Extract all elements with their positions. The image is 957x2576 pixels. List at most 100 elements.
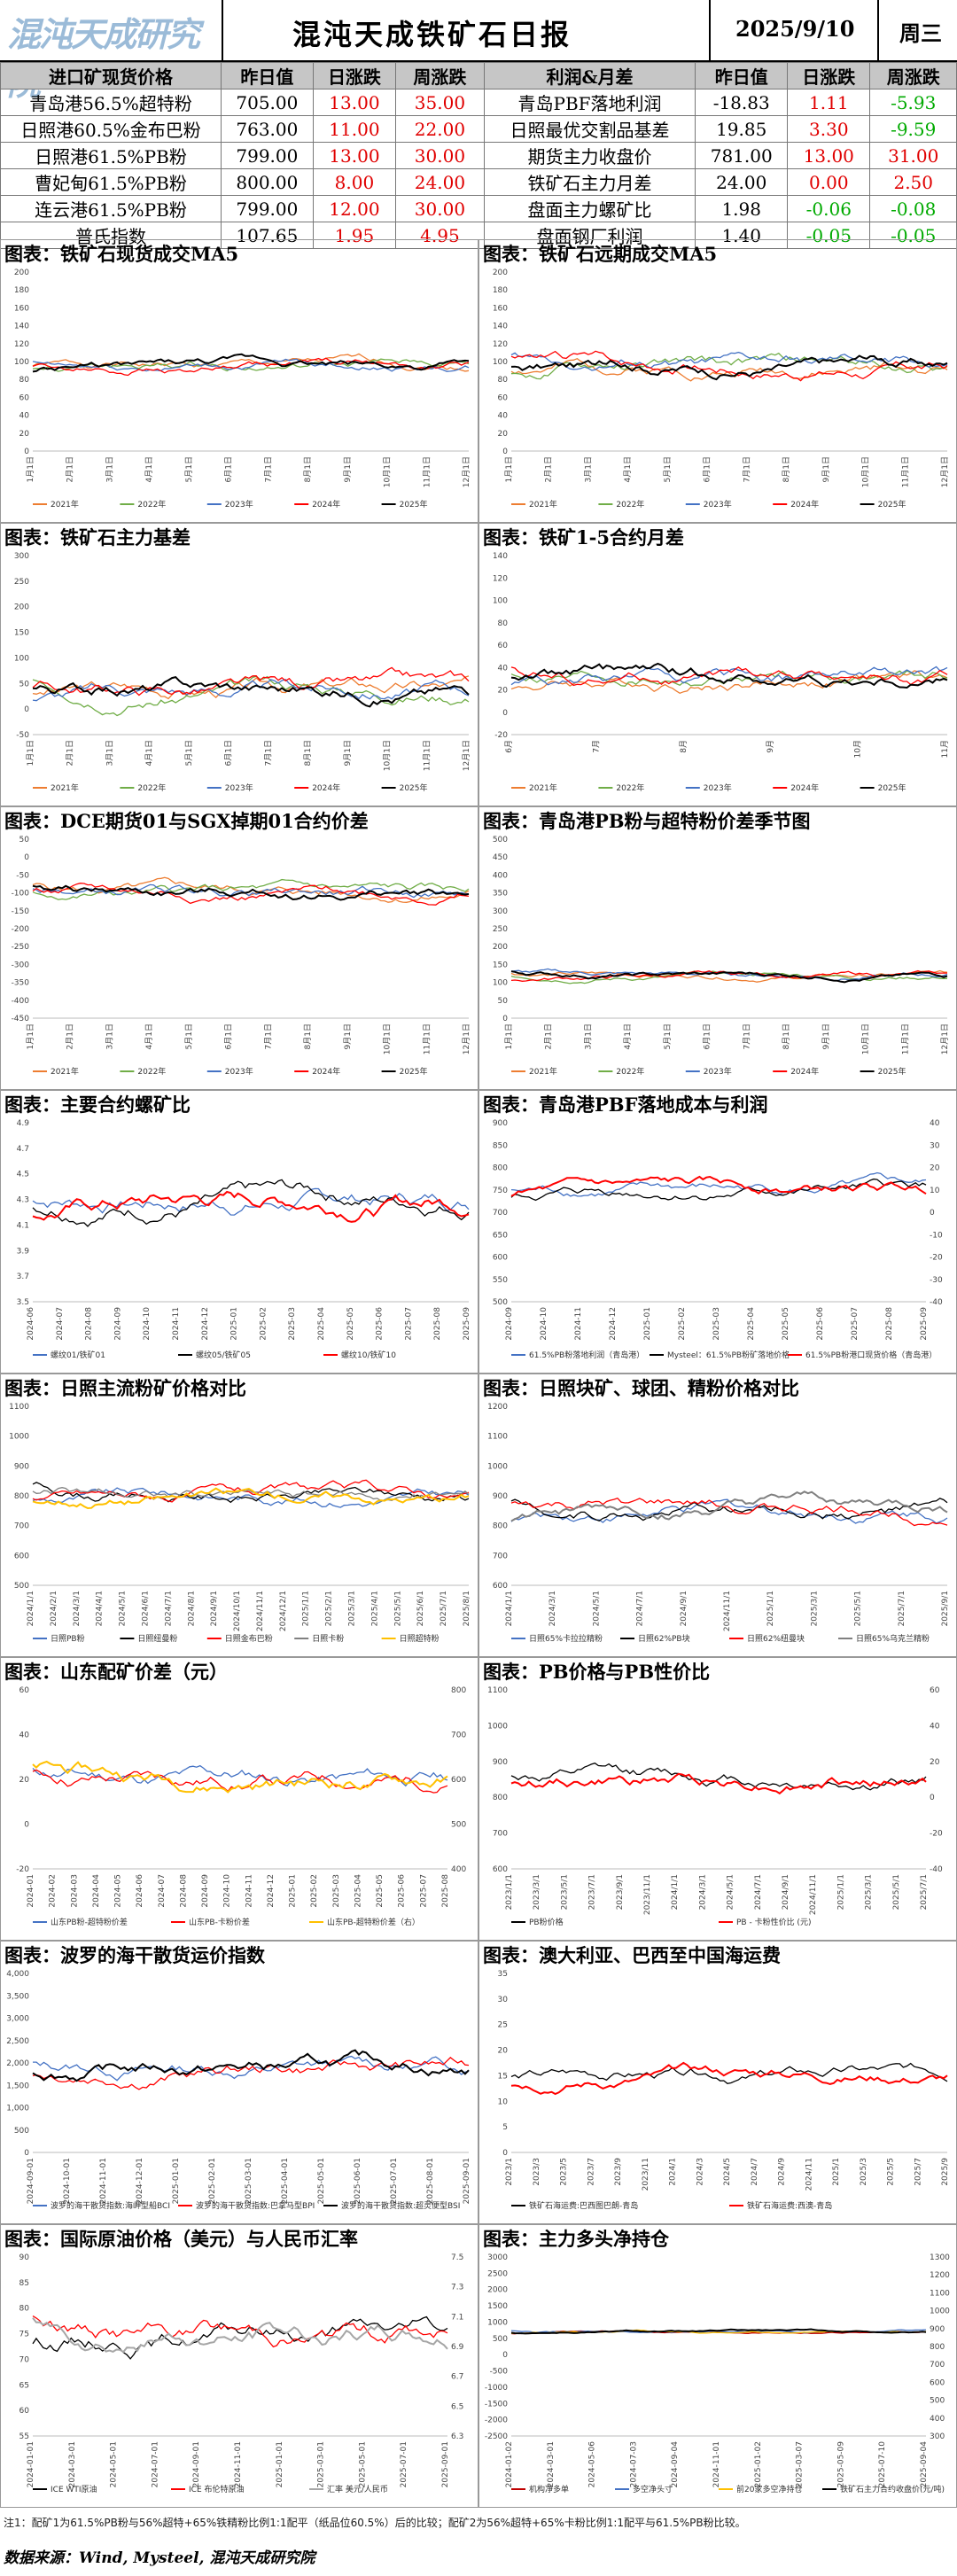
report-date: 2025/9/10: [735, 16, 855, 42]
x-tick-label: 2024/3/1: [73, 1591, 82, 1626]
y-tick-label: 65: [19, 2381, 29, 2390]
table-row: 连云港61.5%PB粉 799.00 12.00 30.00 盘面主力螺矿比 1.98 -0…: [0, 195, 957, 222]
y-tick-label: -1500: [485, 2400, 508, 2409]
legend-label: 2024年: [312, 1066, 340, 1077]
x-tick-label: 2025-05-09: [836, 2441, 845, 2488]
y-tick-label: 100: [493, 597, 508, 606]
y2-tick-label: 700: [930, 2361, 945, 2370]
legend-label: 2023年: [225, 782, 253, 793]
x-tick-label: 2024-09-04: [671, 2441, 680, 2488]
y2-tick-label: 500: [930, 2397, 945, 2406]
legend-label: 2025年: [878, 1066, 906, 1077]
x-tick-label: 2025-05: [782, 1307, 790, 1341]
x-tick-label: 2025-01-02: [754, 2441, 763, 2487]
y2-tick-label: -30: [930, 1276, 943, 1285]
y-tick-label: 50: [19, 680, 30, 689]
y-tick-label: 120: [493, 340, 508, 349]
y2-tick-label: 40: [930, 1119, 940, 1128]
y2-tick-label: -20: [930, 1254, 943, 1263]
chart-title: 图表：青岛港PBF落地成本与利润: [483, 1093, 768, 1116]
x-tick-label: 10月1日: [383, 456, 393, 487]
series-line: [510, 351, 948, 371]
x-tick-label: 2023/3/1: [533, 1874, 541, 1910]
table-cell: 4.95: [395, 222, 485, 249]
y2-tick-label: 600: [451, 1776, 466, 1785]
y-tick-label: 85: [19, 2279, 29, 2288]
x-tick-label: 2023/9: [614, 2158, 623, 2186]
legend-label: 61.5%PB粉落地利润（青岛港）: [529, 1350, 644, 1360]
table-cell: 24.00: [695, 168, 789, 196]
x-tick-label: 7月1日: [263, 1023, 273, 1049]
x-tick-label: 2024/8/1: [187, 1591, 196, 1626]
col-header: 日涨跌: [312, 62, 397, 89]
x-tick-label: 2025/5/1: [892, 1874, 901, 1910]
y2-tick-label: 600: [930, 2378, 945, 2387]
data-source: 数据来源：Wind, Mysteel, 混沌天成研究院: [4, 2549, 315, 2567]
y-tick-label: 120: [493, 574, 508, 583]
y-tick-label: 600: [493, 1254, 508, 1263]
y-tick-label: 60: [498, 642, 509, 650]
x-tick-label: 7月: [591, 740, 601, 753]
chart-panel: 图表：日照主流粉矿价格对比 500 600 700 800 900 1000 1100 2024…: [0, 1374, 478, 1657]
x-tick-label: 2024-06: [27, 1307, 35, 1341]
x-tick-label: 2024-05-01: [110, 2441, 119, 2487]
legend-label: 多空净头寸: [633, 2484, 673, 2494]
series-line: [32, 1487, 470, 1510]
legend-label: 2022年: [137, 499, 166, 510]
y-tick-label: 1000: [9, 1433, 29, 1442]
series-line: [510, 970, 948, 984]
y-tick-label: 4,000: [6, 1970, 29, 1979]
y-tick-label: -2000: [485, 2416, 508, 2425]
y2-tick-label: 10: [930, 1187, 940, 1195]
y2-tick-label: 6.5: [451, 2402, 463, 2411]
y-tick-label: 850: [493, 1141, 508, 1150]
chart-svg: 3.5 3.7 3.9 4.1 4.3 4.5 4.7 4.9 2024-06 2024-07 20…: [17, 1119, 471, 1360]
legend-label: 机构净多单: [529, 2484, 569, 2494]
chart-panel: 图表：波罗的海干散货运价指数 0 500 1,000 1,500 2,000 2,500 3,…: [0, 1941, 478, 2224]
legend-label: 山东PB-卡粉价差: [189, 1917, 250, 1927]
series-line: [32, 1764, 448, 1787]
series-line: [32, 884, 470, 901]
chart-title: 图表：铁矿石主力基差: [4, 526, 191, 549]
x-tick-label: 2025-04: [354, 1874, 362, 1908]
y-tick-label: 1100: [9, 1403, 29, 1412]
x-tick-label: 2025-02: [259, 1307, 268, 1341]
x-tick-label: 1月1日: [26, 1023, 35, 1049]
header-divider: [709, 0, 711, 62]
table-cell: 普氏指数: [0, 222, 222, 249]
y-tick-label: 350: [493, 890, 508, 899]
y2-tick-label: 40: [930, 1722, 940, 1731]
legend-label: 2025年: [400, 1066, 428, 1077]
header-divider: [222, 0, 223, 62]
legend-label: 铁矿石海运费:西澳-青岛: [747, 2200, 832, 2211]
y-tick-label: 600: [14, 1552, 29, 1560]
x-tick-label: 9月1日: [343, 1023, 353, 1049]
y-tick-label: 250: [14, 578, 29, 587]
x-tick-label: 2024/9: [778, 2158, 787, 2186]
y2-tick-label: 6.9: [451, 2343, 464, 2352]
chart-svg: 0 500 1,000 1,500 2,000 2,500 3,000 3,500 4,000 2…: [6, 1970, 471, 2211]
legend-label: 2022年: [616, 499, 644, 510]
x-tick-label: 2024/3/1: [549, 1591, 557, 1626]
x-tick-label: 2024/5: [723, 2158, 732, 2186]
x-tick-label: 2024-12-01: [136, 2158, 144, 2204]
x-tick-label: 2025/4/1: [370, 1591, 379, 1626]
x-tick-label: 2024-07: [56, 1307, 65, 1341]
x-tick-label: 2025-03: [712, 1307, 721, 1341]
x-tick-label: 11月1日: [422, 456, 432, 487]
y-tick-label: 40: [498, 412, 509, 421]
legend-label: 日照金布巴粉: [225, 1633, 273, 1644]
x-tick-label: 6月1日: [224, 1023, 234, 1049]
col-header: 日涨跌: [787, 62, 871, 89]
table-cell: -18.83: [695, 89, 789, 116]
y-tick-label: 180: [493, 286, 508, 295]
x-tick-label: 2024-12: [609, 1307, 618, 1341]
x-tick-label: 2024/11: [805, 2158, 813, 2191]
table-cell: 24.00: [395, 168, 485, 196]
x-tick-label: 2024-06: [136, 1874, 144, 1908]
x-tick-label: 2025/1/1: [766, 1591, 775, 1626]
y2-tick-label: 800: [451, 1686, 466, 1695]
x-tick-label: 2023/11: [642, 2158, 650, 2191]
logo: 混沌天成研究院: [7, 5, 211, 103]
x-tick-label: 2025-04: [317, 1307, 326, 1341]
